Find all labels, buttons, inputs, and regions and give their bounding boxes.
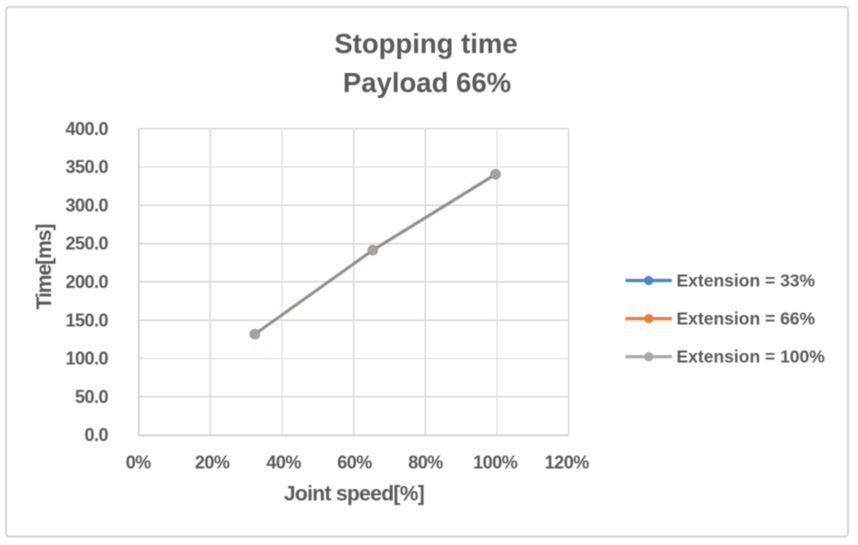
- svg-text:Extension = 66%: Extension = 66%: [677, 309, 816, 329]
- svg-text:50.0: 50.0: [75, 387, 109, 407]
- svg-text:60%: 60%: [337, 452, 372, 472]
- svg-text:250.0: 250.0: [65, 234, 108, 254]
- svg-text:Extension = 33%: Extension = 33%: [677, 271, 816, 291]
- svg-text:200.0: 200.0: [65, 272, 108, 292]
- svg-text:80%: 80%: [408, 452, 443, 472]
- svg-text:20%: 20%: [195, 452, 230, 472]
- svg-text:Stopping time: Stopping time: [334, 28, 517, 59]
- svg-text:350.0: 350.0: [65, 157, 108, 177]
- svg-text:Time[ms]: Time[ms]: [33, 225, 56, 310]
- svg-text:100.0: 100.0: [65, 349, 108, 369]
- svg-text:400.0: 400.0: [65, 119, 108, 139]
- svg-text:0.0: 0.0: [84, 425, 108, 445]
- svg-text:0%: 0%: [126, 452, 152, 472]
- svg-text:40%: 40%: [266, 452, 301, 472]
- svg-text:Payload 66%: Payload 66%: [343, 67, 511, 98]
- svg-text:Joint speed[%]: Joint speed[%]: [284, 482, 424, 505]
- svg-text:150.0: 150.0: [65, 310, 108, 330]
- svg-text:100%: 100%: [473, 452, 518, 472]
- svg-text:300.0: 300.0: [65, 195, 108, 215]
- svg-text:Extension = 100%: Extension = 100%: [677, 347, 826, 367]
- svg-text:120%: 120%: [545, 452, 590, 472]
